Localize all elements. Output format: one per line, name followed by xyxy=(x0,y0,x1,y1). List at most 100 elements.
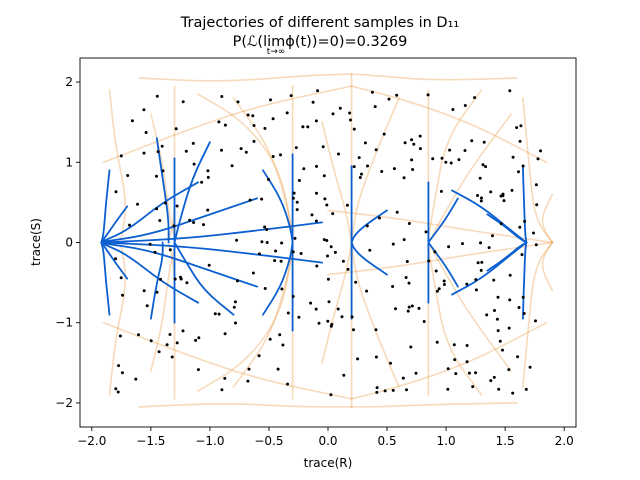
sample-point xyxy=(501,348,504,352)
sample-point xyxy=(412,142,416,146)
sample-point xyxy=(496,329,500,333)
sample-point xyxy=(156,150,160,154)
orange-trajectory-32 xyxy=(327,209,554,244)
sample-point xyxy=(489,190,493,194)
plot-content xyxy=(100,73,554,408)
sample-point xyxy=(535,203,539,207)
sample-point xyxy=(517,170,520,174)
sample-point xyxy=(260,197,264,201)
sample-point xyxy=(194,338,198,342)
sample-point xyxy=(521,295,525,299)
y-axis-label: trace(S) xyxy=(29,218,43,266)
sample-point xyxy=(524,387,528,391)
sample-point xyxy=(433,250,437,254)
sample-point xyxy=(293,236,297,240)
sample-point xyxy=(317,321,321,325)
sample-point xyxy=(220,95,224,98)
sample-point xyxy=(325,239,329,242)
sample-point xyxy=(252,124,256,127)
sample-point xyxy=(310,213,314,217)
sample-point xyxy=(446,367,450,371)
sample-point xyxy=(265,241,269,244)
sample-point xyxy=(431,157,435,161)
sample-point xyxy=(511,391,515,395)
sample-point xyxy=(268,337,272,341)
sample-point xyxy=(363,141,367,145)
sample-point xyxy=(479,241,482,245)
sample-point xyxy=(271,155,275,158)
sample-point xyxy=(172,224,176,228)
sample-point xyxy=(121,293,124,297)
sample-point xyxy=(463,104,467,107)
x-tick-label: −1.0 xyxy=(195,434,224,448)
sample-point xyxy=(326,254,329,258)
chart-subtitle: P(ℒ(limϕ(t))=0)=0.3269 xyxy=(233,34,408,50)
sample-point xyxy=(168,248,172,252)
sample-point xyxy=(206,169,210,173)
sample-point xyxy=(165,343,169,347)
sample-point xyxy=(352,328,355,332)
sample-point xyxy=(327,300,331,304)
sample-point xyxy=(234,321,237,325)
sample-point xyxy=(414,371,418,375)
sample-point xyxy=(463,149,467,152)
sample-point xyxy=(454,372,458,376)
sample-point xyxy=(291,196,295,200)
blue-trajectory-32 xyxy=(100,205,129,244)
sample-point xyxy=(350,315,354,319)
sample-point xyxy=(482,140,486,144)
sample-point xyxy=(181,100,185,104)
y-tick-label: 0 xyxy=(65,236,73,250)
sample-point xyxy=(491,234,494,238)
sample-point xyxy=(516,355,520,359)
sample-point xyxy=(349,118,352,122)
sample-point xyxy=(471,385,475,389)
sample-point xyxy=(521,164,525,168)
sample-point xyxy=(365,289,369,293)
orange-trajectory-34 xyxy=(197,93,294,236)
sample-point xyxy=(314,307,318,311)
sample-point xyxy=(302,167,306,171)
sample-point xyxy=(418,147,422,151)
sample-point xyxy=(323,197,327,201)
sample-point xyxy=(117,364,121,368)
sample-point xyxy=(294,146,298,150)
sample-point xyxy=(352,165,356,169)
sample-point xyxy=(536,157,540,161)
sample-point xyxy=(517,306,521,309)
blue-trajectory-24 xyxy=(486,213,528,244)
sample-point xyxy=(453,358,457,362)
sample-point xyxy=(370,90,374,94)
sample-point xyxy=(501,194,505,198)
sample-point xyxy=(410,138,414,142)
sample-point xyxy=(299,252,303,255)
sample-point xyxy=(405,388,408,392)
sample-point xyxy=(315,264,319,268)
blue-trajectory-4 xyxy=(155,137,170,244)
sample-points xyxy=(114,89,542,397)
sample-point xyxy=(142,289,146,293)
sample-point xyxy=(292,191,296,195)
sample-point xyxy=(507,368,511,372)
sample-point xyxy=(281,343,285,347)
sample-point xyxy=(442,279,446,283)
blue-trajectory-26 xyxy=(173,141,211,244)
sample-point xyxy=(236,279,239,283)
sample-point xyxy=(329,393,333,397)
sample-point xyxy=(170,355,174,359)
sample-point xyxy=(348,111,352,115)
sample-point xyxy=(405,260,409,263)
sample-point xyxy=(387,97,391,101)
blue-trajectory-12 xyxy=(522,165,528,244)
sample-point xyxy=(326,319,330,323)
sample-point xyxy=(508,89,512,93)
sample-point xyxy=(528,365,532,369)
sample-point xyxy=(235,238,239,242)
sample-point xyxy=(377,216,381,220)
sample-point xyxy=(314,119,318,123)
sample-point xyxy=(418,134,422,138)
sample-point xyxy=(273,259,277,263)
sample-point xyxy=(448,148,452,152)
sample-point xyxy=(342,373,346,377)
sample-point xyxy=(389,361,392,365)
